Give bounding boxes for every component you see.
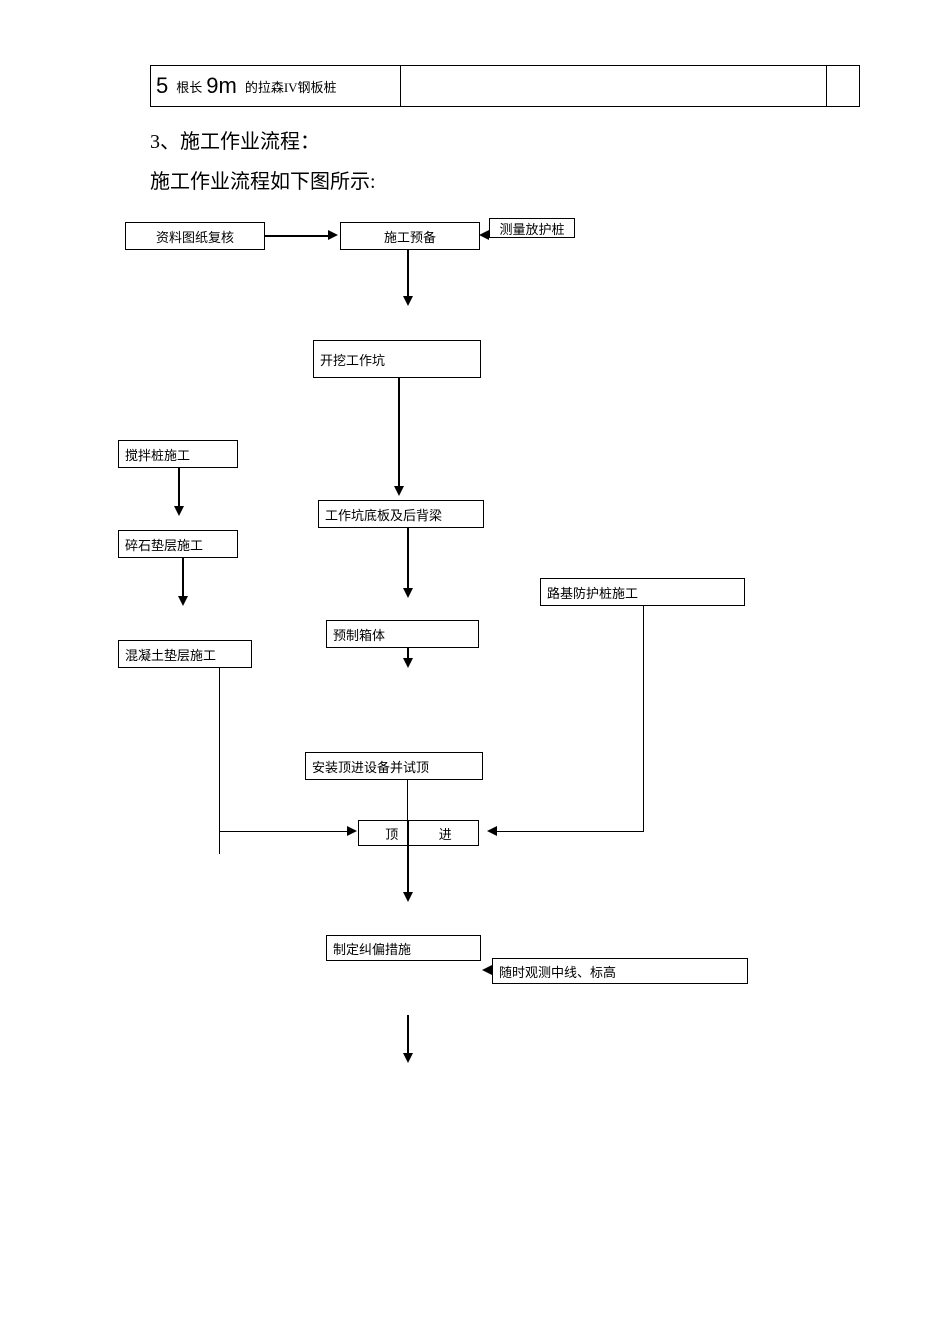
edge-n10-down	[219, 668, 220, 854]
node-jacking-b: 进	[439, 824, 452, 843]
node-install-jacking: 安装顶进设备并试顶	[305, 752, 483, 780]
edge-n13-down	[407, 1015, 409, 1055]
heading-2: 施工作业流程如下图所示:	[150, 165, 376, 194]
edge-n6-n8	[407, 528, 409, 590]
cell-num: 9m	[206, 73, 237, 99]
arrow-right-n12	[487, 826, 497, 836]
table-cell-right	[827, 66, 859, 106]
node-correction: 制定纠偏措施	[326, 935, 481, 961]
edge-n7-n10	[182, 558, 184, 598]
arrow-n2-n4	[403, 296, 413, 306]
edge-left-to-n12	[219, 831, 349, 832]
table-cell-left: 5 根长 9m 的拉森IV钢板桩	[151, 66, 401, 106]
edge-n12-n13	[407, 846, 409, 894]
arrow-left-n12	[347, 826, 357, 836]
cell-suffix: 的拉森IV钢板桩	[245, 77, 337, 96]
arrow-n8-down	[403, 658, 413, 668]
node-excavate: 开挖工作坑	[313, 340, 481, 378]
arrow-n5-n7	[174, 506, 184, 516]
arrow-n1-n2	[328, 230, 338, 240]
node-monitor: 随时观测中线、标高	[492, 958, 748, 984]
node-precast-box: 预制箱体	[326, 620, 479, 648]
node-survey: 测量放护桩	[489, 218, 575, 238]
node-review-docs: 资料图纸复核	[125, 222, 265, 250]
arrow-n7-n10	[178, 596, 188, 606]
arrow-n3-n2	[479, 230, 489, 240]
cell-prefix: 5	[156, 73, 168, 99]
node-mixing-pile: 搅拌桩施工	[118, 440, 238, 468]
arrow-n4-n6	[394, 486, 404, 496]
edge-right-to-n12	[495, 831, 644, 832]
edge-n1-n2	[265, 235, 330, 237]
node-concrete-bed: 混凝土垫层施工	[118, 640, 252, 668]
node-jacking-a: 顶	[385, 824, 398, 843]
edge-n2-n4	[407, 250, 409, 298]
node-roadbed-protection: 路基防护桩施工	[540, 578, 745, 606]
edge-n9-down	[643, 606, 644, 831]
node-jacking: 顶 进	[358, 820, 479, 846]
arrow-n6-n8	[403, 588, 413, 598]
arrow-n14	[482, 965, 492, 975]
node-prep: 施工预备	[340, 222, 480, 250]
edge-n4-n6	[398, 378, 400, 488]
edge-n5-n7	[178, 468, 180, 508]
node-gravel-bed: 碎石垫层施工	[118, 530, 238, 558]
table-cell-mid	[401, 66, 827, 106]
node-base-slab: 工作坑底板及后背梁	[318, 500, 484, 528]
edge-n11-n12	[407, 780, 408, 820]
cell-mid: 根长	[176, 77, 202, 96]
heading-1: 3、施工作业流程：	[150, 125, 320, 154]
arrow-n13-down	[403, 1053, 413, 1063]
table-row: 5 根长 9m 的拉森IV钢板桩	[150, 65, 860, 107]
arrow-n12-n13	[403, 892, 413, 902]
